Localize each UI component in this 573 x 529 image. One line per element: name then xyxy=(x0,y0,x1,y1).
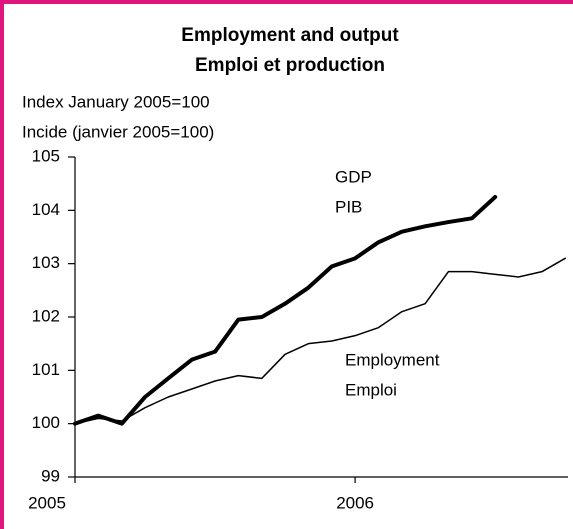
annotation: PIB xyxy=(335,197,362,216)
chart-title: Employment and output xyxy=(181,25,399,46)
y-tick-label: 100 xyxy=(32,413,60,432)
chart-subtitle: Emploi et production xyxy=(195,55,385,76)
line-series xyxy=(74,257,566,425)
y-tick-label: 101 xyxy=(32,360,60,379)
x-tick-label: 2005 xyxy=(28,493,66,512)
y-tick-label: 102 xyxy=(32,306,60,325)
y-tick-label: 103 xyxy=(32,253,60,272)
y-tick-label: 104 xyxy=(32,200,60,219)
annotation: Emploi xyxy=(345,380,397,399)
annotation: GDP xyxy=(335,167,372,186)
y-axis-label: Index January 2005=100 xyxy=(22,92,210,111)
x-tick-label: 2006 xyxy=(336,493,374,512)
y-tick-label: 99 xyxy=(41,466,60,485)
annotation: Employment xyxy=(345,350,440,369)
y-tick-label: 105 xyxy=(32,146,60,165)
y-axis-label-fr: Incide (janvier 2005=100) xyxy=(22,122,214,141)
line-series xyxy=(73,195,498,426)
